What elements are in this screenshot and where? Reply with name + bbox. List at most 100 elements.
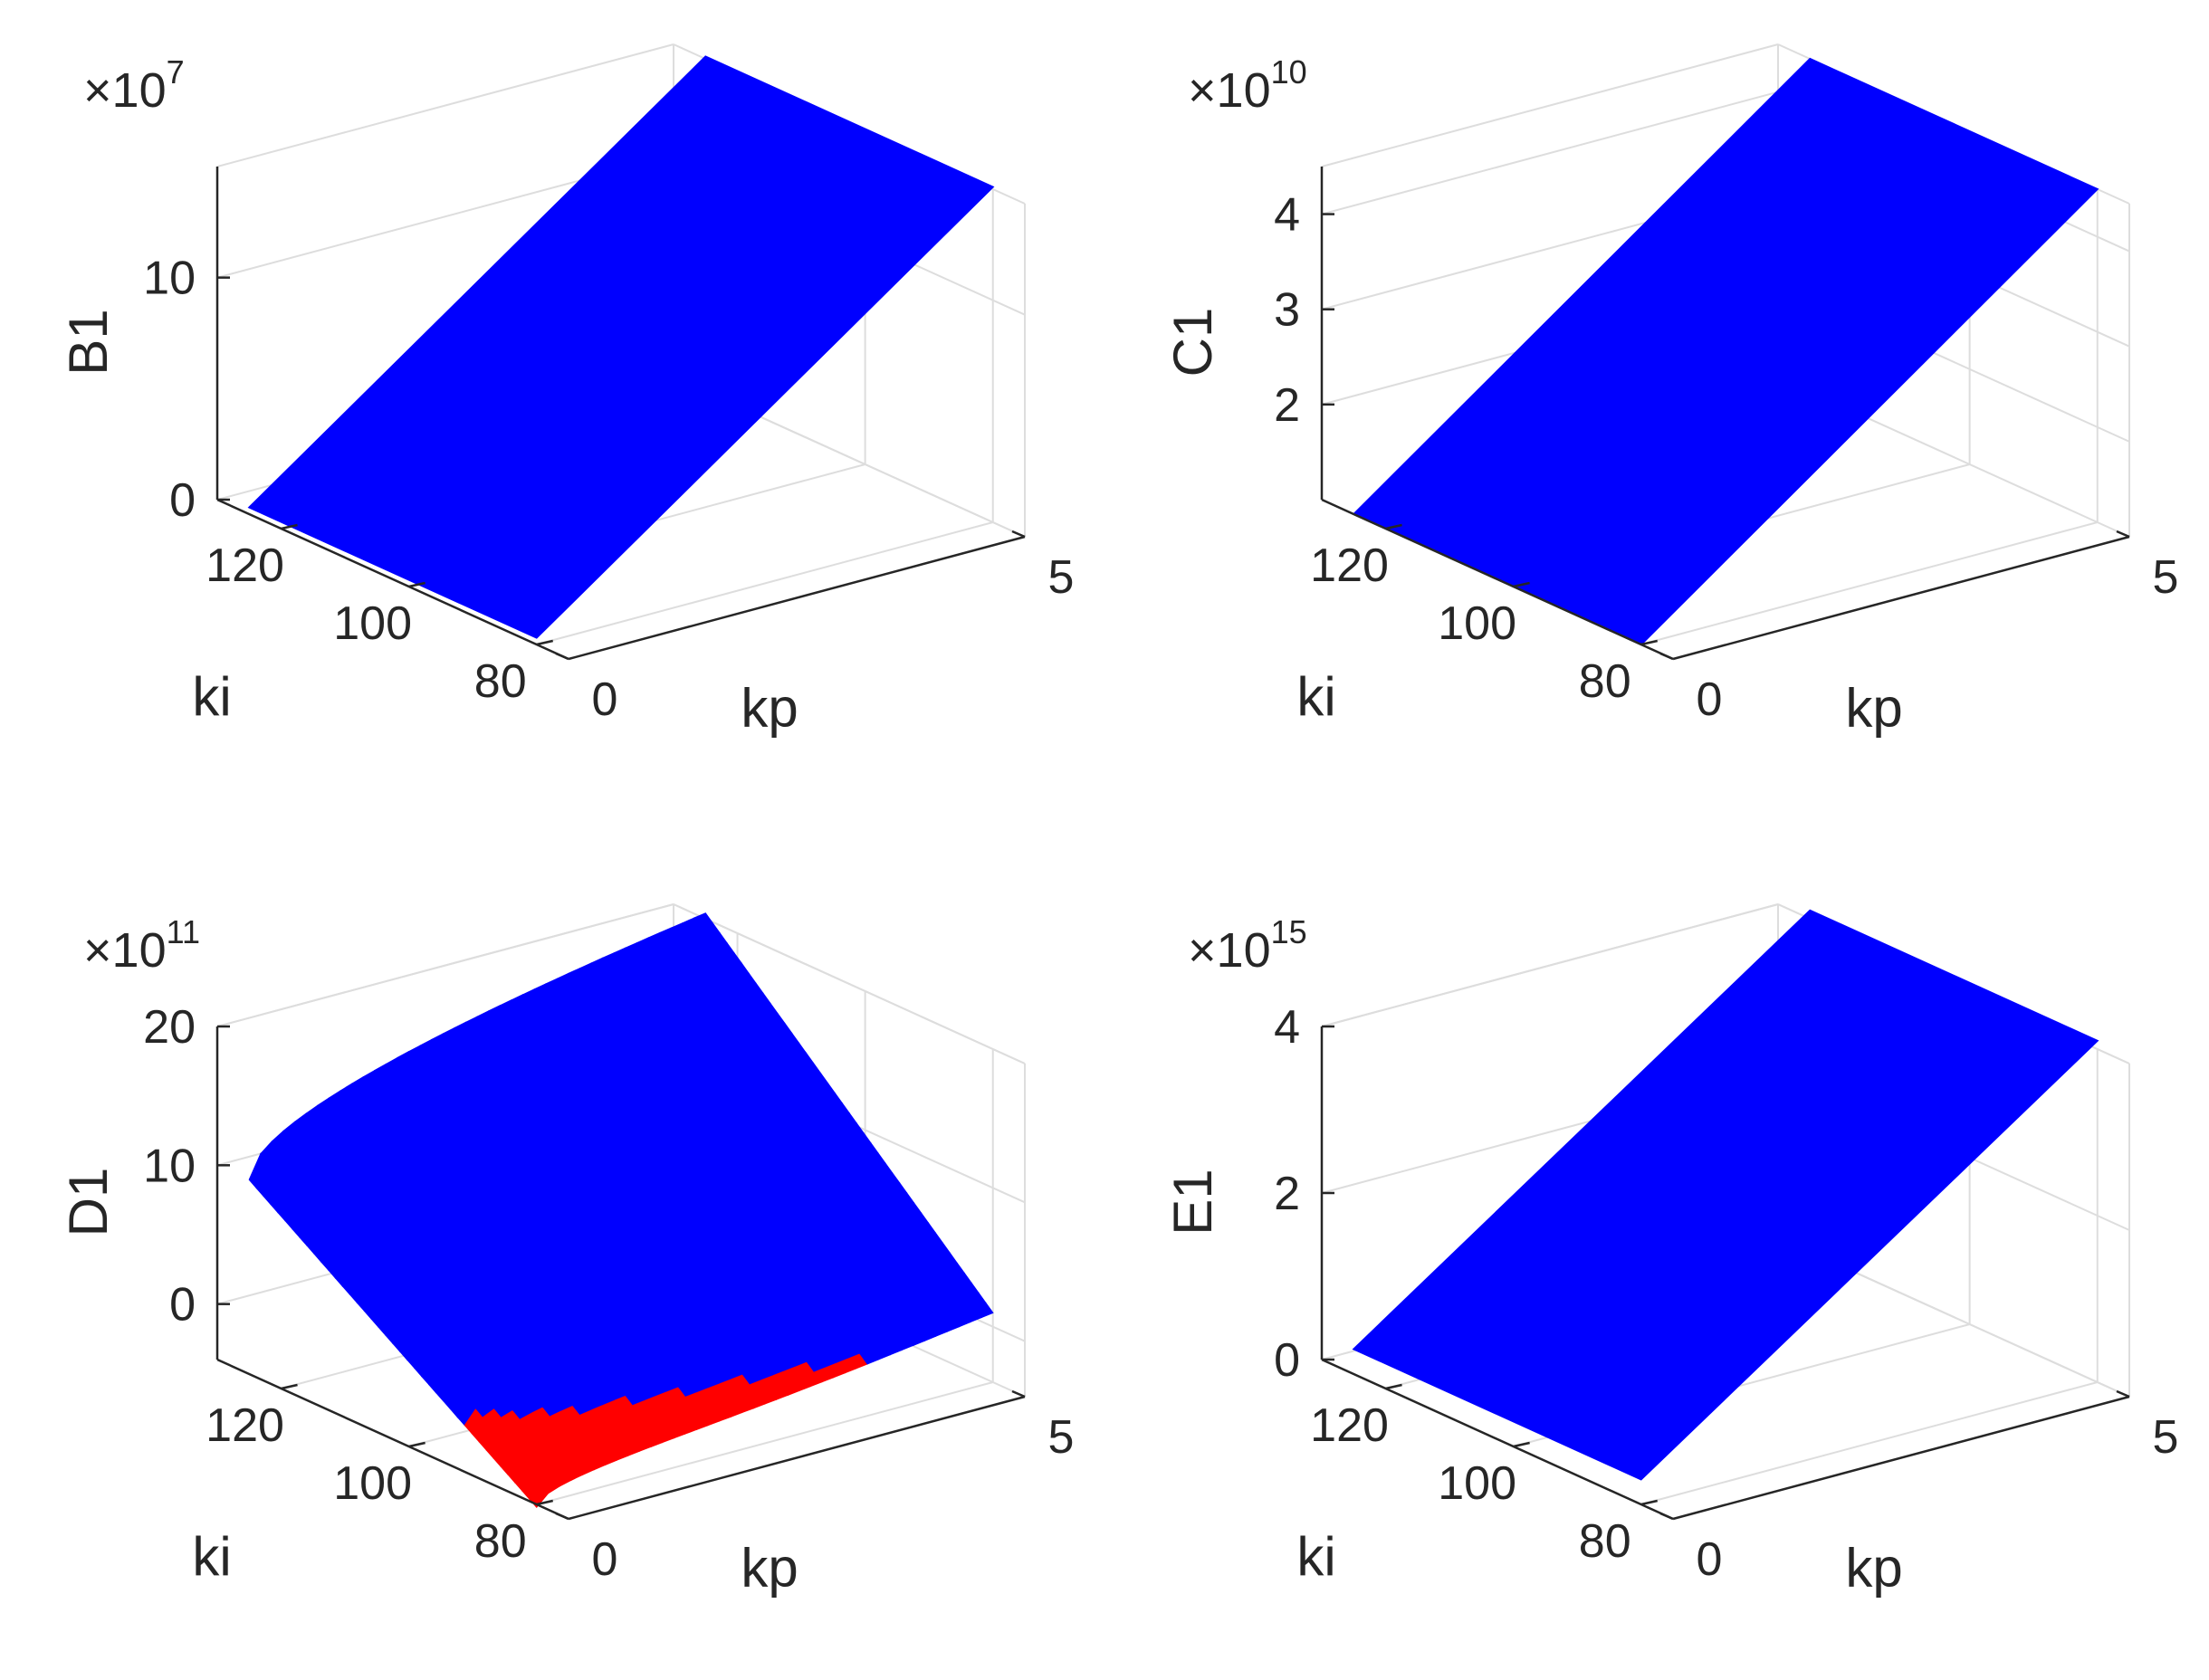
- grid-line: [536, 521, 993, 645]
- z-axis-label: B1: [58, 309, 119, 375]
- exponent-power: 7: [167, 53, 185, 91]
- z-tick-label: 10: [143, 253, 196, 305]
- x-axis-label: kp: [1845, 678, 1902, 739]
- x-tick-label: 0: [1697, 1533, 1723, 1586]
- surface: [1352, 57, 2099, 646]
- y-axis-label: ki: [192, 1526, 231, 1587]
- x-axis-line: [1672, 1395, 2130, 1521]
- x-axis-label: kp: [741, 1538, 798, 1599]
- exponent-base: ×10: [83, 63, 167, 118]
- y-tick-mark: [1513, 1441, 1530, 1448]
- x-tick-mark: [2116, 1389, 2130, 1398]
- y-tick-mark: [1640, 1499, 1658, 1506]
- surface-patch: [973, 1302, 994, 1319]
- x-tick-label: 0: [592, 1533, 618, 1586]
- x-tick-label: 5: [1048, 1411, 1075, 1464]
- y-axis-line: [216, 498, 569, 661]
- y-axis-line: [1321, 498, 1674, 661]
- y-tick-label: 80: [474, 655, 527, 708]
- z-tick-label: 0: [169, 1279, 196, 1332]
- z-axis-label: E1: [1162, 1169, 1223, 1235]
- z-exponent-label: ×107: [83, 53, 185, 118]
- z-tick-label: 3: [1274, 284, 1300, 337]
- x-axis-label: kp: [1845, 1538, 1902, 1599]
- y-tick-label: 120: [1310, 539, 1389, 592]
- y-tick-label: 80: [474, 1515, 527, 1568]
- grid-line: [1640, 1381, 2098, 1505]
- y-tick-label: 120: [206, 1399, 284, 1452]
- grid-line: [1321, 91, 1779, 215]
- z-tick-label: 0: [1274, 1334, 1300, 1387]
- y-tick-mark: [1640, 639, 1658, 646]
- x-axis-line: [1672, 535, 2130, 661]
- grid-line: [1321, 903, 1779, 1027]
- y-axis-label: ki: [1296, 1526, 1335, 1587]
- y-tick-mark: [536, 1499, 553, 1506]
- z-exponent-label: ×1011: [83, 913, 200, 978]
- z-tick-label: 0: [169, 474, 196, 527]
- surface: [1352, 909, 2099, 1481]
- surface: [248, 912, 994, 1509]
- z-tick-label: 20: [143, 1001, 196, 1054]
- y-tick-label: 100: [333, 1457, 412, 1510]
- exponent-base: ×10: [1188, 923, 1271, 978]
- exponent-power: 10: [1271, 53, 1307, 91]
- y-tick-mark: [1513, 581, 1530, 588]
- y-tick-mark: [408, 581, 426, 588]
- y-axis-label: ki: [192, 666, 231, 727]
- z-axis-label: D1: [58, 1168, 119, 1237]
- z-tick-label: 2: [1274, 1168, 1300, 1220]
- grid-line: [1640, 521, 2098, 645]
- z-exponent-label: ×1015: [1188, 913, 1307, 978]
- x-tick-label: 5: [2153, 1411, 2179, 1464]
- x-axis-label: kp: [741, 678, 798, 739]
- y-axis-line: [216, 1358, 569, 1521]
- y-tick-label: 100: [333, 597, 412, 650]
- x-tick-label: 0: [592, 673, 618, 726]
- x-tick-label: 0: [1697, 673, 1723, 726]
- axes: 0 5 80 100 120 0 10 20: [143, 1001, 1074, 1586]
- y-tick-mark: [281, 1383, 298, 1390]
- exponent-base: ×10: [1188, 63, 1271, 118]
- exponent-power: 15: [1271, 913, 1307, 950]
- y-tick-mark: [281, 523, 298, 530]
- x-axis-line: [568, 1395, 1026, 1521]
- y-tick-label: 100: [1438, 597, 1516, 650]
- grid-line: [673, 903, 1026, 1064]
- x-tick-mark: [1659, 1512, 1674, 1521]
- x-tick-label: 5: [2153, 551, 2179, 604]
- y-tick-label: 100: [1438, 1457, 1516, 1510]
- y-tick-mark: [1385, 1383, 1402, 1390]
- exponent-base: ×10: [83, 923, 167, 978]
- x-tick-label: 5: [1048, 551, 1075, 604]
- z-tick-label: 10: [143, 1140, 196, 1192]
- z-exponent-label: ×1010: [1188, 53, 1307, 118]
- y-tick-label: 120: [1310, 1399, 1389, 1452]
- x-tick-mark: [1011, 530, 1026, 539]
- y-tick-label: 120: [206, 539, 284, 592]
- z-tick-label: 4: [1274, 189, 1300, 242]
- y-tick-mark: [1385, 523, 1402, 530]
- y-tick-mark: [536, 639, 553, 646]
- y-tick-label: 80: [1579, 1515, 1631, 1568]
- z-axis-label: C1: [1162, 308, 1223, 377]
- grid-line: [1321, 43, 1779, 167]
- z-tick-label: 2: [1274, 379, 1300, 432]
- z-tick-label: 4: [1274, 1001, 1300, 1054]
- surface: [247, 55, 995, 639]
- grid-line: [216, 43, 674, 167]
- x-tick-mark: [555, 652, 569, 661]
- exponent-power: 11: [167, 913, 200, 950]
- panel-D1: 0 5 80 100 120 0 10 20 kp ki D1 ×1011: [58, 903, 1074, 1599]
- y-axis-line: [1321, 1358, 1674, 1521]
- axes: 0 5 80 100 120 2 3 4: [1274, 167, 2178, 726]
- grid-line: [536, 1381, 993, 1505]
- x-tick-mark: [1011, 1389, 1026, 1398]
- x-tick-mark: [555, 1512, 569, 1521]
- panel-C1: 0 5 80 100 120 2 3 4 kp ki C1 ×1010: [1162, 43, 2178, 739]
- x-tick-mark: [1659, 652, 1674, 661]
